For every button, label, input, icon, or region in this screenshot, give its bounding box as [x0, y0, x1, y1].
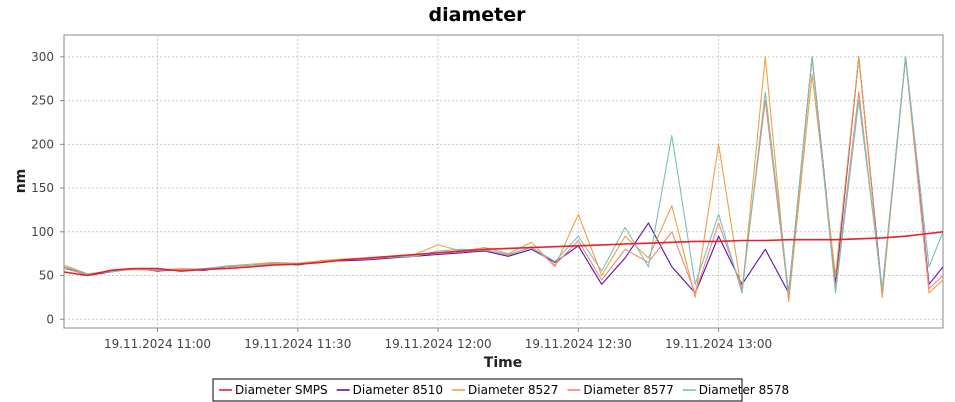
series-lines [63, 56, 944, 303]
x-tick-label: 19.11.2024 13:00 [665, 337, 772, 351]
x-axis-ticks: 19.11.2024 11:00 19.11.2024 11:30 19.11.20… [104, 328, 772, 351]
y-tick-label: 150 [31, 181, 54, 195]
y-tick-label: 250 [31, 94, 54, 108]
y-tick-label: 0 [46, 312, 54, 326]
chart-title: diameter [429, 4, 527, 26]
legend-item-label: Diameter 8510 [353, 383, 443, 397]
series-line-diameter-8578 [63, 56, 944, 294]
series-line-diameter-smps [63, 231, 944, 277]
x-tick-label: 19.11.2024 12:00 [384, 337, 491, 351]
x-tick-label: 19.11.2024 12:30 [525, 337, 632, 351]
y-axis-ticks: 0 50 100 150 200 250 300 [31, 50, 64, 326]
x-tick-label: 19.11.2024 11:30 [244, 337, 351, 351]
legend-item-label: Diameter 8578 [699, 383, 789, 397]
legend-item-label: Diameter SMPS [235, 383, 328, 397]
y-tick-label: 300 [31, 50, 54, 64]
y-axis-label: nm [13, 169, 29, 194]
y-tick-label: 200 [31, 137, 54, 151]
y-tick-label: 100 [31, 225, 54, 239]
legend-item-label: Diameter 8527 [468, 383, 558, 397]
y-tick-label: 50 [39, 269, 54, 283]
x-axis-label: Time [484, 355, 522, 371]
legend: Diameter SMPS Diameter 8510 Diameter 8527 D… [212, 378, 789, 402]
plot-area [63, 34, 944, 329]
legend-box [212, 378, 743, 402]
grid [64, 35, 943, 328]
x-tick-label: 19.11.2024 11:00 [104, 337, 211, 351]
legend-item-label: Diameter 8577 [583, 383, 673, 397]
